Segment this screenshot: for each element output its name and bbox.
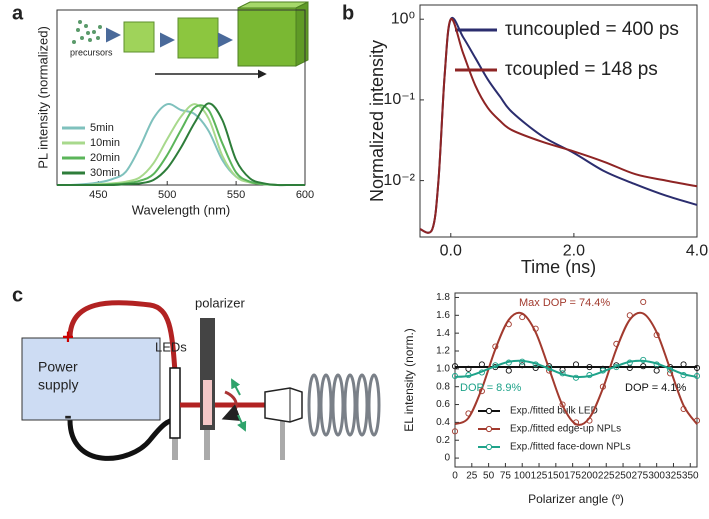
legend-label: τuncoupled = 400 ps <box>505 19 679 40</box>
x-tick-label: 350 <box>682 471 699 482</box>
annotation: DOP = 4.1% <box>625 382 686 394</box>
x-tick-label: 50 <box>483 471 495 482</box>
x-tick-label: 2.0 <box>563 243 585 260</box>
x-tick-label: 225 <box>598 471 615 482</box>
inset-illustration: precursors <box>70 1 309 79</box>
legend-label: Exp./fitted face-down NPLs <box>510 442 631 453</box>
y-axis-label: EL intensity (norm.) <box>402 328 416 432</box>
plot-frame <box>454 292 698 468</box>
x-tick-label: 75 <box>500 471 512 482</box>
y-axis-label: PL intensity (normalized) <box>35 26 50 169</box>
panel-label: b <box>342 2 354 24</box>
x-axis-label: Wavelength (nm) <box>132 202 231 217</box>
y-axis-label: Normalized intensity <box>367 40 387 202</box>
setup-diagram: Power supply + - LEDs polarizer <box>21 295 381 461</box>
x-tick-label: 550 <box>227 189 245 201</box>
x-tick-label: 0 <box>452 471 458 482</box>
diagram-label: + <box>62 326 74 348</box>
y-tick-label: 1.0 <box>436 363 450 374</box>
y-tick-label: 1.6 <box>436 310 450 321</box>
x-tick-label: 125 <box>531 471 548 482</box>
x-axis-label: Polarizer angle (º) <box>528 492 624 506</box>
y-tick-label: 0.4 <box>436 417 450 428</box>
legend-label: 10min <box>90 137 120 149</box>
diagram-label: LEDs <box>155 339 187 354</box>
inset-label: precursors <box>70 47 113 57</box>
x-tick-label: 450 <box>89 189 107 201</box>
y-tick-label: 0 <box>444 453 450 464</box>
legend-label: Exp./fitted bulk LED <box>510 406 598 417</box>
series-line <box>56 102 305 187</box>
legend-marker <box>485 443 493 451</box>
annotation: DOP = 8.9% <box>460 382 521 394</box>
diagram-label: - <box>64 403 71 428</box>
x-tick-label: 325 <box>665 471 682 482</box>
data-point <box>505 367 512 374</box>
legend-label: τcoupled = 148 ps <box>505 59 658 80</box>
legend-label: 20min <box>90 152 120 164</box>
x-tick-label: 25 <box>466 471 478 482</box>
x-tick-label: 600 <box>296 189 314 201</box>
annotation: Max DOP = 74.4% <box>519 297 610 309</box>
data-point <box>640 298 647 305</box>
x-tick-label: 500 <box>158 189 176 201</box>
legend-marker <box>485 425 493 433</box>
legend-label: 30min <box>90 167 120 179</box>
x-tick-label: 150 <box>547 471 564 482</box>
y-tick-label: 10⁻² <box>383 172 415 189</box>
x-axis-label: Time (ns) <box>521 257 596 277</box>
y-tick-label: 1.8 <box>436 292 450 303</box>
legend-marker <box>485 407 493 415</box>
diagram-label: supply <box>38 377 78 393</box>
legend-label: 5min <box>90 122 114 134</box>
plot-frame <box>56 9 306 186</box>
x-tick-label: 4.0 <box>686 243 708 260</box>
diagram-label: Power <box>38 359 78 375</box>
fit-line <box>454 311 698 426</box>
y-tick-label: 0.6 <box>436 399 450 410</box>
x-tick-label: 100 <box>514 471 531 482</box>
y-tick-label: 1.4 <box>436 328 450 339</box>
x-tick-label: 0.0 <box>440 243 462 260</box>
diagram-label: polarizer <box>195 295 246 310</box>
series-line <box>419 18 698 234</box>
panel-label: a <box>12 2 24 24</box>
x-tick-label: 175 <box>564 471 581 482</box>
x-tick-label: 250 <box>615 471 632 482</box>
x-tick-label: 275 <box>632 471 649 482</box>
x-tick-label: 200 <box>581 471 598 482</box>
y-tick-label: 10⁰ <box>391 10 415 27</box>
legend-label: Exp./fitted edge-up NPLs <box>510 424 621 435</box>
data-point <box>451 428 459 435</box>
fit-line <box>454 359 698 378</box>
y-tick-label: 0.8 <box>436 381 450 392</box>
plot-frame <box>419 4 698 238</box>
y-tick-label: 10⁻¹ <box>383 91 415 108</box>
data-point <box>626 312 633 319</box>
y-tick-label: 0.2 <box>436 435 450 446</box>
data-point <box>653 367 660 374</box>
panel-label: c <box>12 284 23 306</box>
y-tick-label: 1.2 <box>436 346 450 357</box>
x-tick-label: 300 <box>648 471 665 482</box>
